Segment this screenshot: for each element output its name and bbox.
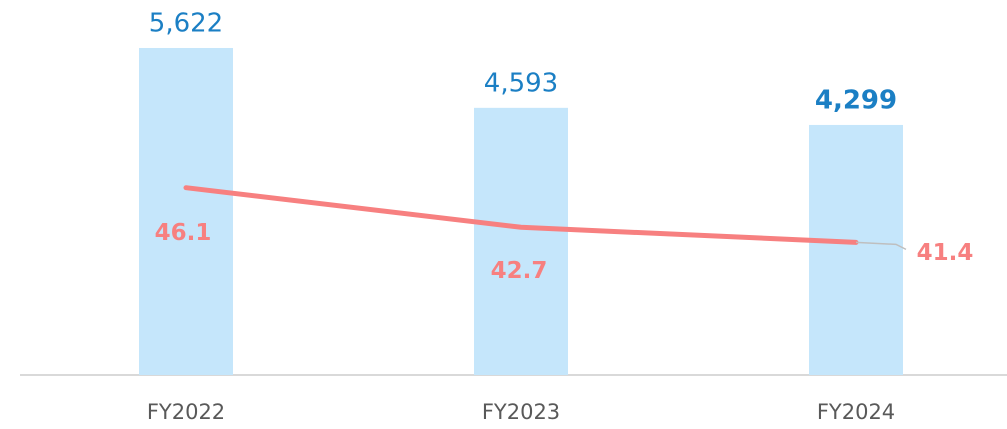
bar-value-label: 4,593 xyxy=(484,68,558,98)
line xyxy=(183,185,859,245)
x-tick-label: FY2023 xyxy=(482,400,560,424)
bar xyxy=(139,47,233,375)
leader-line xyxy=(855,241,907,251)
x-tick-label: FY2022 xyxy=(147,400,225,424)
line-value-label: 41.4 xyxy=(917,240,974,266)
bar xyxy=(809,124,903,375)
bar-value-label: 5,622 xyxy=(149,8,223,38)
line-value-label: 42.7 xyxy=(491,258,548,284)
bar xyxy=(474,107,568,375)
line-value-label: 46.1 xyxy=(155,220,212,246)
x-tick-label: FY2024 xyxy=(817,400,895,424)
bar-value-label: 4,299 xyxy=(815,85,897,115)
